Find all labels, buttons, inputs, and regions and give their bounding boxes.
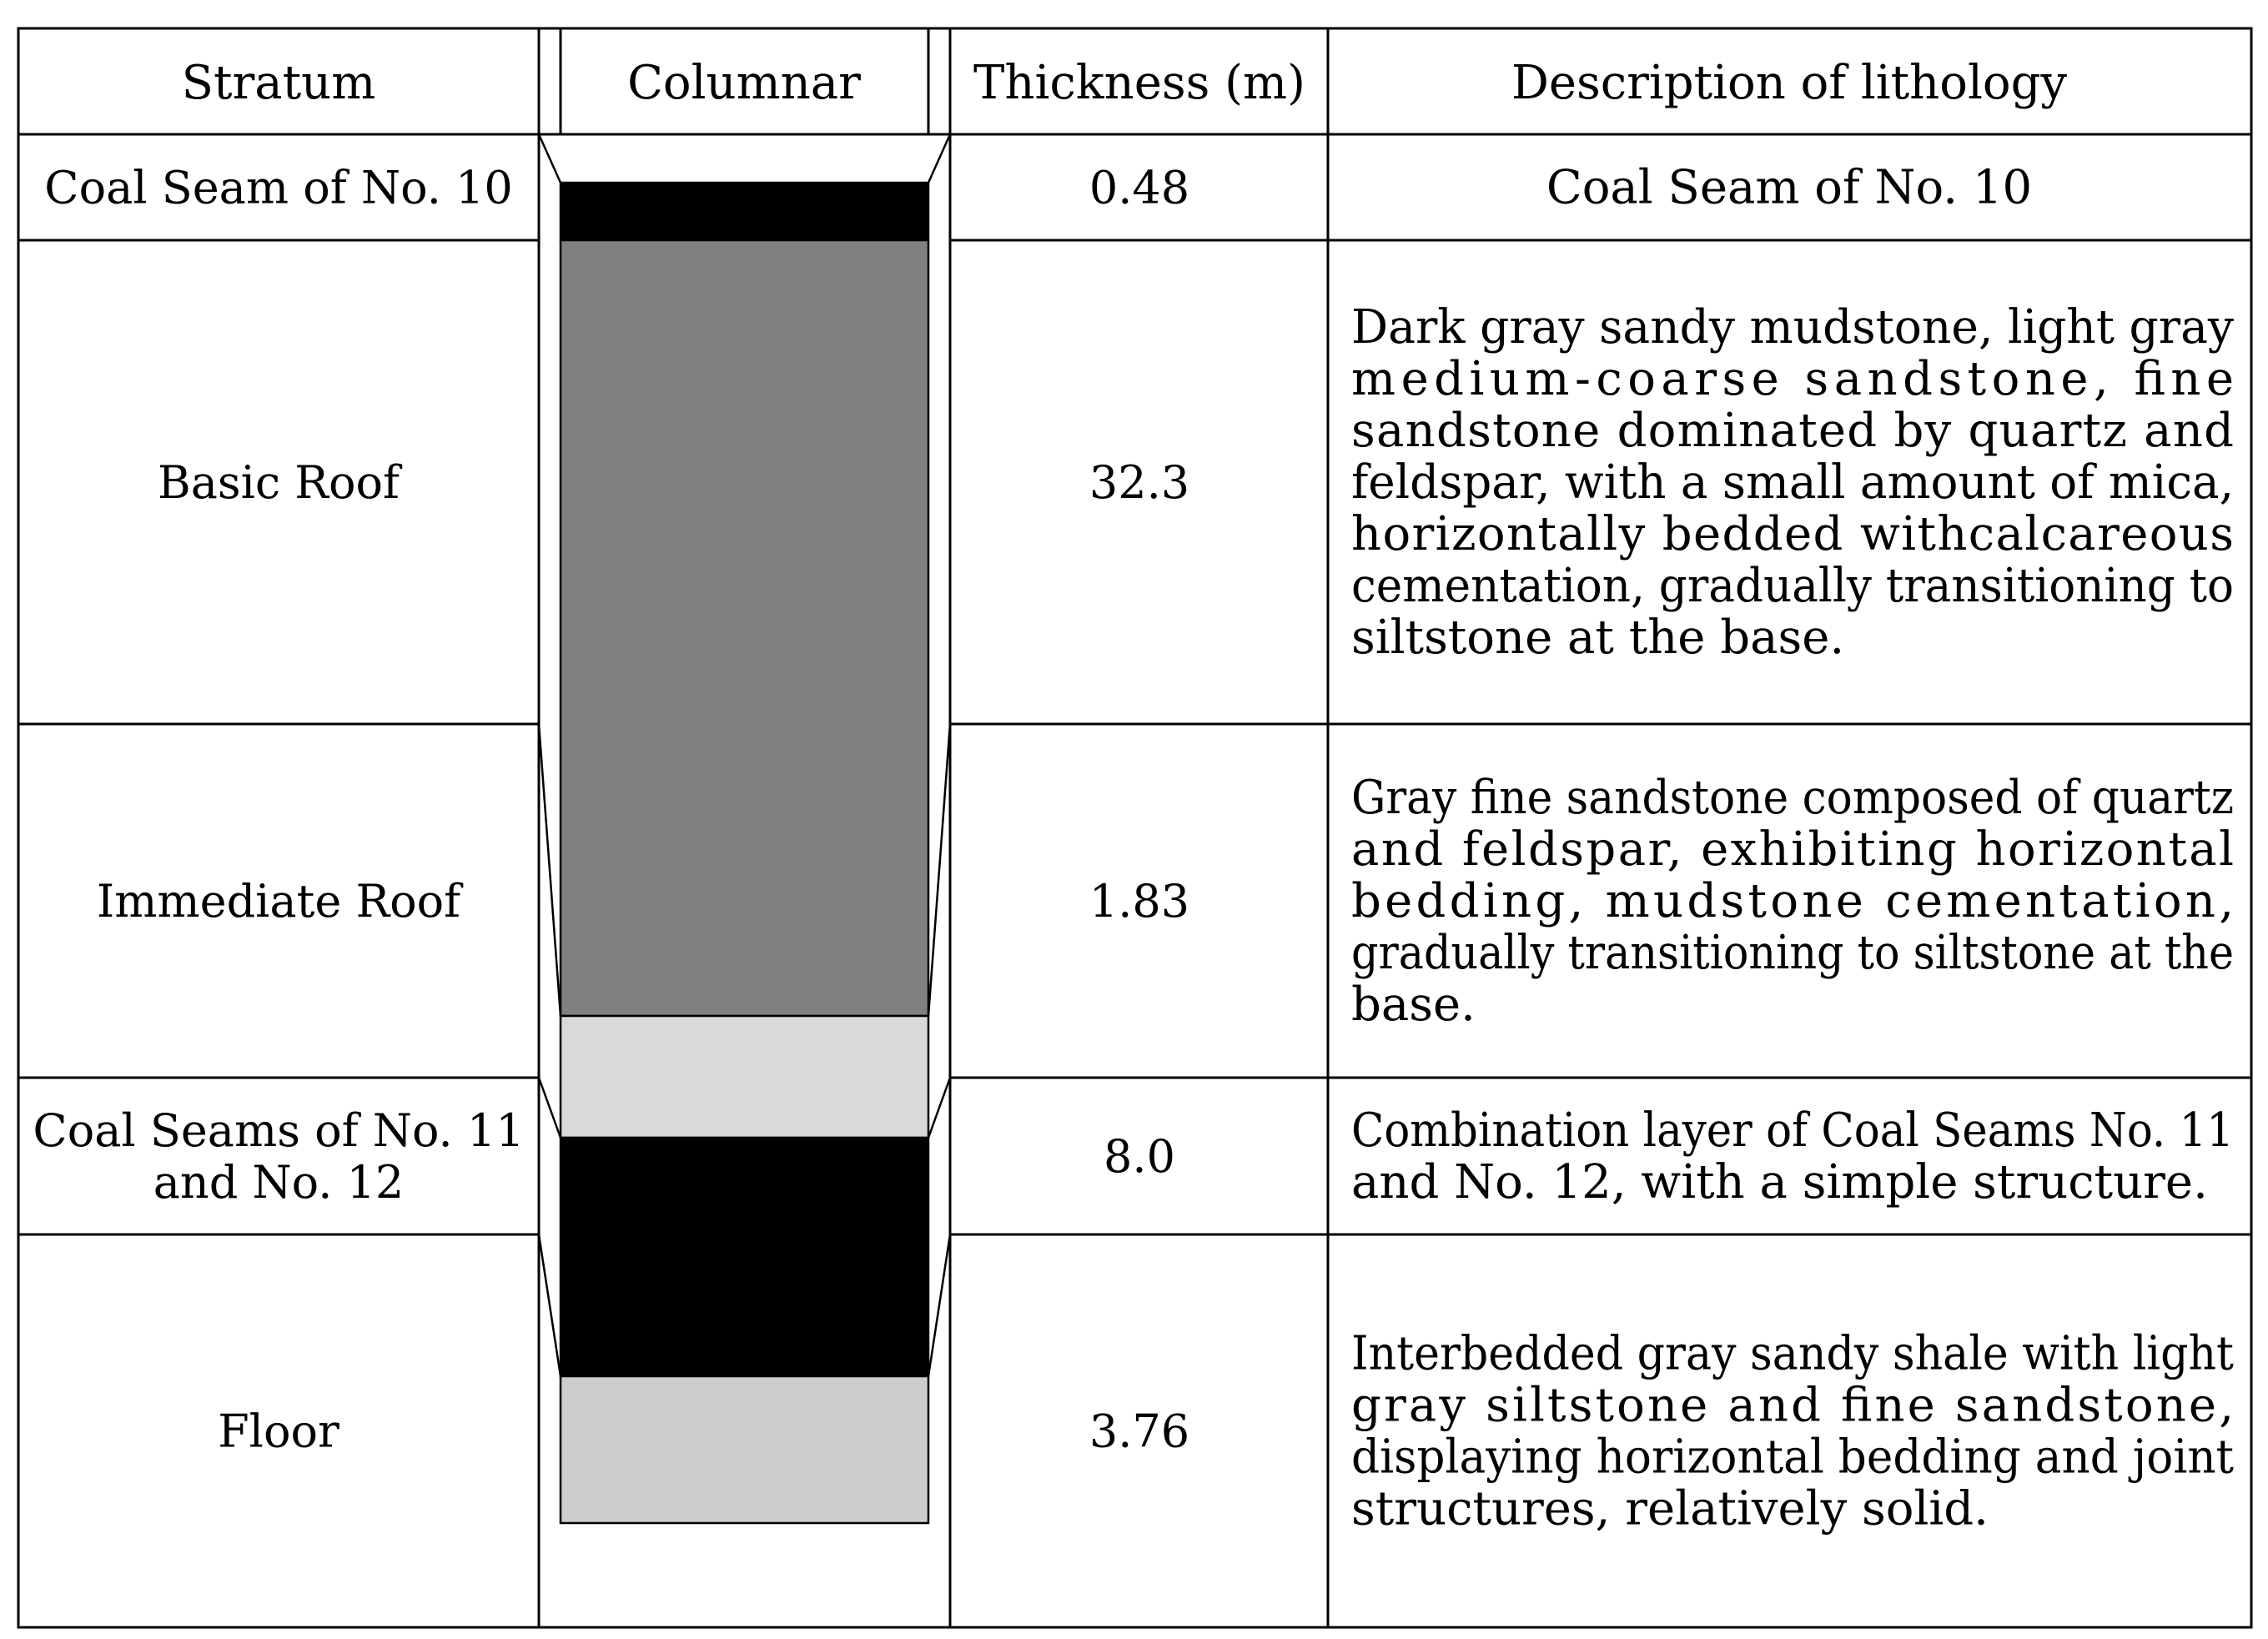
stratum-label: Floor — [218, 1405, 339, 1458]
description-line: bedding, mudstone cementation, — [1351, 874, 2234, 928]
coal-seam-10-layer — [559, 181, 930, 242]
stratum-label: Coal Seam of No. 10 — [44, 162, 513, 214]
description-line: gradually transitioning to siltstone at … — [1351, 926, 2234, 980]
stratum-label: Basic Roof — [158, 456, 403, 509]
thickness-value: 32.3 — [1089, 456, 1189, 509]
description-line: sandstone dominated by quartz and — [1351, 404, 2234, 458]
basic-roof-layer — [559, 239, 930, 1018]
description-line: gray siltstone and fine sandstone, — [1351, 1379, 2234, 1433]
thickness-value: 3.76 — [1089, 1405, 1189, 1458]
description-line: and No. 12, with a simple structure. — [1351, 1155, 2208, 1209]
header-description: Description of lithology — [1511, 56, 2067, 110]
header-columnar: Columnar — [627, 56, 861, 110]
description-line: Combination layer of Coal Seams No. 11 — [1351, 1104, 2234, 1158]
stratum-label: Immediate Roof — [97, 875, 464, 928]
description-line: horizontally bedded withcalcareous — [1351, 507, 2234, 561]
description-line: medium-coarse sandstone, fine — [1351, 352, 2234, 406]
description-line: Interbedded gray sandy shale with light — [1351, 1327, 2234, 1381]
table-header: Stratum Columnar Thickness (m) Descripti… — [182, 56, 2068, 110]
thickness-value: 0.48 — [1089, 162, 1189, 214]
description-line: and feldspar, exhibiting horizontal — [1351, 822, 2234, 877]
description-line: displaying horizontal bedding and joint — [1351, 1430, 2234, 1485]
header-thickness: Thickness (m) — [973, 56, 1305, 110]
description-line: feldspar, with a small amount of mica, — [1351, 455, 2234, 510]
thickness-value: 8.0 — [1104, 1130, 1175, 1183]
stratum-label: and No. 12 — [153, 1156, 405, 1209]
description-line: siltstone at the base. — [1351, 611, 1844, 665]
boundary-connectors — [537, 133, 952, 1377]
table-rows: Coal Seam of No. 10 0.48 Coal Seam of No. … — [33, 161, 2234, 1536]
description-line: structures, relatively solid. — [1351, 1482, 1989, 1536]
table-grid — [17, 27, 2253, 1629]
description-line: Gray fine sandstone composed of quartz — [1351, 771, 2234, 825]
thickness-value: 1.83 — [1089, 875, 1189, 928]
columnar-section — [559, 181, 930, 1525]
header-stratum: Stratum — [182, 56, 376, 110]
description-line: base. — [1351, 978, 1476, 1032]
description-line: cementation, gradually transitioning to — [1351, 559, 2234, 613]
description-line: Dark gray sandy mudstone, light gray — [1351, 300, 2234, 354]
immediate-roof-layer — [559, 1014, 930, 1139]
stratum-label: Coal Seams of No. 11 — [33, 1104, 524, 1157]
floor-layer — [559, 1375, 930, 1525]
coal-seams-11-12-layer — [559, 1136, 930, 1378]
description-line: Coal Seam of No. 10 — [1546, 161, 2032, 215]
